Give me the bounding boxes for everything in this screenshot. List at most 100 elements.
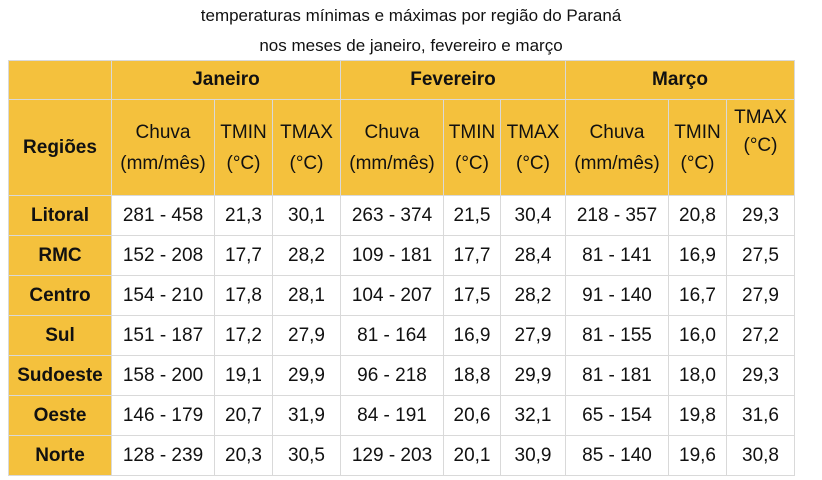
- value-cell: 19,1: [214, 355, 273, 396]
- table-title-line1: temperaturas mínimas e máximas por regiã…: [200, 6, 622, 25]
- subheader-tmax: TMAX (°C): [272, 99, 341, 196]
- month-header-marco: Março: [565, 60, 795, 100]
- value-cell: 109 - 181: [340, 235, 444, 276]
- value-cell: 104 - 207: [340, 275, 444, 316]
- subheader-name: Chuva: [364, 121, 420, 143]
- value-cell: 29,9: [272, 355, 341, 396]
- value-cell: 81 - 141: [565, 235, 669, 276]
- value-cell: 28,1: [272, 275, 341, 316]
- region-cell: Norte: [8, 435, 112, 476]
- value-cell: 152 - 208: [111, 235, 215, 276]
- subheader-tmax: TMAX (°C): [726, 99, 795, 196]
- subheader-tmin: TMIN (°C): [443, 99, 501, 196]
- table-row: Litoral 281 - 458 21,3 30,1 263 - 374 21,5 30,…: [8, 195, 795, 236]
- value-cell: 128 - 239: [111, 435, 215, 476]
- subheader-name: TMIN: [220, 121, 267, 143]
- value-cell: 21,3: [214, 195, 273, 236]
- value-cell: 16,7: [668, 275, 727, 316]
- subheader-name: Chuva: [135, 121, 191, 143]
- value-cell: 28,2: [272, 235, 341, 276]
- subheader-name: TMIN: [674, 121, 721, 143]
- regions-header: Regiões: [8, 99, 112, 196]
- subheader-name: TMAX: [734, 107, 787, 128]
- value-cell: 19,6: [668, 435, 727, 476]
- subheader-unit: (°C): [226, 152, 261, 174]
- subheader-name: TMIN: [448, 121, 496, 143]
- value-cell: 30,1: [272, 195, 341, 236]
- value-cell: 31,6: [726, 395, 795, 436]
- value-cell: 30,4: [500, 195, 566, 236]
- subheader-unit: (°C): [289, 152, 324, 174]
- value-cell: 17,7: [214, 235, 273, 276]
- climate-table: Janeiro Fevereiro Março Regiões Chuva (mm…: [8, 60, 795, 476]
- value-cell: 31,9: [272, 395, 341, 436]
- value-cell: 19,8: [668, 395, 727, 436]
- subheader-unit: (mm/mês): [574, 152, 660, 174]
- table-row: Centro 154 - 210 17,8 28,1 104 - 207 17,5 28,2…: [8, 275, 795, 316]
- region-cell: Sul: [8, 315, 112, 356]
- table-row: RMC 152 - 208 17,7 28,2 109 - 181 17,7 28,4 81 …: [8, 235, 795, 276]
- subheader-chuva: Chuva (mm/mês): [565, 99, 669, 196]
- table-row: Sudoeste 158 - 200 19,1 29,9 96 - 218 18,8 29,…: [8, 355, 795, 396]
- subheader-unit: (°C): [743, 135, 778, 156]
- value-cell: 32,1: [500, 395, 566, 436]
- value-cell: 27,5: [726, 235, 795, 276]
- value-cell: 27,2: [726, 315, 795, 356]
- table-row: Norte 128 - 239 20,3 30,5 129 - 203 20,1 30,9 8…: [8, 435, 795, 476]
- region-cell: Oeste: [8, 395, 112, 436]
- subheader-row: Regiões Chuva (mm/mês) TMIN (°C) TMAX (°C) …: [8, 99, 795, 196]
- value-cell: 91 - 140: [565, 275, 669, 316]
- value-cell: 281 - 458: [111, 195, 215, 236]
- value-cell: 27,9: [500, 315, 566, 356]
- value-cell: 20,7: [214, 395, 273, 436]
- value-cell: 21,5: [443, 195, 501, 236]
- value-cell: 20,6: [443, 395, 501, 436]
- value-cell: 27,9: [726, 275, 795, 316]
- value-cell: 16,9: [443, 315, 501, 356]
- subheader-name: TMAX: [280, 121, 333, 143]
- value-cell: 16,0: [668, 315, 727, 356]
- value-cell: 85 - 140: [565, 435, 669, 476]
- value-cell: 81 - 155: [565, 315, 669, 356]
- value-cell: 154 - 210: [111, 275, 215, 316]
- subheader-name: TMAX: [506, 121, 560, 143]
- value-cell: 16,9: [668, 235, 727, 276]
- value-cell: 29,9: [500, 355, 566, 396]
- subheader-unit: (mm/mês): [120, 152, 206, 174]
- month-header-janeiro: Janeiro: [111, 60, 341, 100]
- value-cell: 84 - 191: [340, 395, 444, 436]
- region-cell: Sudoeste: [8, 355, 112, 396]
- value-cell: 27,9: [272, 315, 341, 356]
- value-cell: 146 - 179: [111, 395, 215, 436]
- month-header-fevereiro: Fevereiro: [340, 60, 566, 100]
- value-cell: 28,2: [500, 275, 566, 316]
- subheader-unit: (mm/mês): [349, 152, 435, 174]
- value-cell: 17,2: [214, 315, 273, 356]
- value-cell: 17,8: [214, 275, 273, 316]
- corner-cell: [8, 60, 112, 100]
- subheader-chuva: Chuva (mm/mês): [111, 99, 215, 196]
- table-title-line2: nos meses de janeiro, fevereiro e março: [259, 36, 563, 55]
- value-cell: 17,5: [443, 275, 501, 316]
- value-cell: 263 - 374: [340, 195, 444, 236]
- value-cell: 28,4: [500, 235, 566, 276]
- subheader-tmin: TMIN (°C): [214, 99, 273, 196]
- region-cell: Centro: [8, 275, 112, 316]
- table-row: Oeste 146 - 179 20,7 31,9 84 - 191 20,6 32,1 65…: [8, 395, 795, 436]
- subheader-unit: (°C): [455, 152, 489, 174]
- table-body: Litoral 281 - 458 21,3 30,1 263 - 374 21,5 30,…: [8, 195, 795, 476]
- value-cell: 29,3: [726, 355, 795, 396]
- region-cell: Litoral: [8, 195, 112, 236]
- value-cell: 20,1: [443, 435, 501, 476]
- subheader-unit: (°C): [680, 152, 715, 174]
- month-header-row: Janeiro Fevereiro Março: [8, 60, 795, 100]
- value-cell: 218 - 357: [565, 195, 669, 236]
- subheader-tmin: TMIN (°C): [668, 99, 727, 196]
- value-cell: 30,8: [726, 435, 795, 476]
- value-cell: 20,3: [214, 435, 273, 476]
- value-cell: 65 - 154: [565, 395, 669, 436]
- value-cell: 29,3: [726, 195, 795, 236]
- value-cell: 81 - 164: [340, 315, 444, 356]
- subheader-tmax: TMAX (°C): [500, 99, 566, 196]
- value-cell: 20,8: [668, 195, 727, 236]
